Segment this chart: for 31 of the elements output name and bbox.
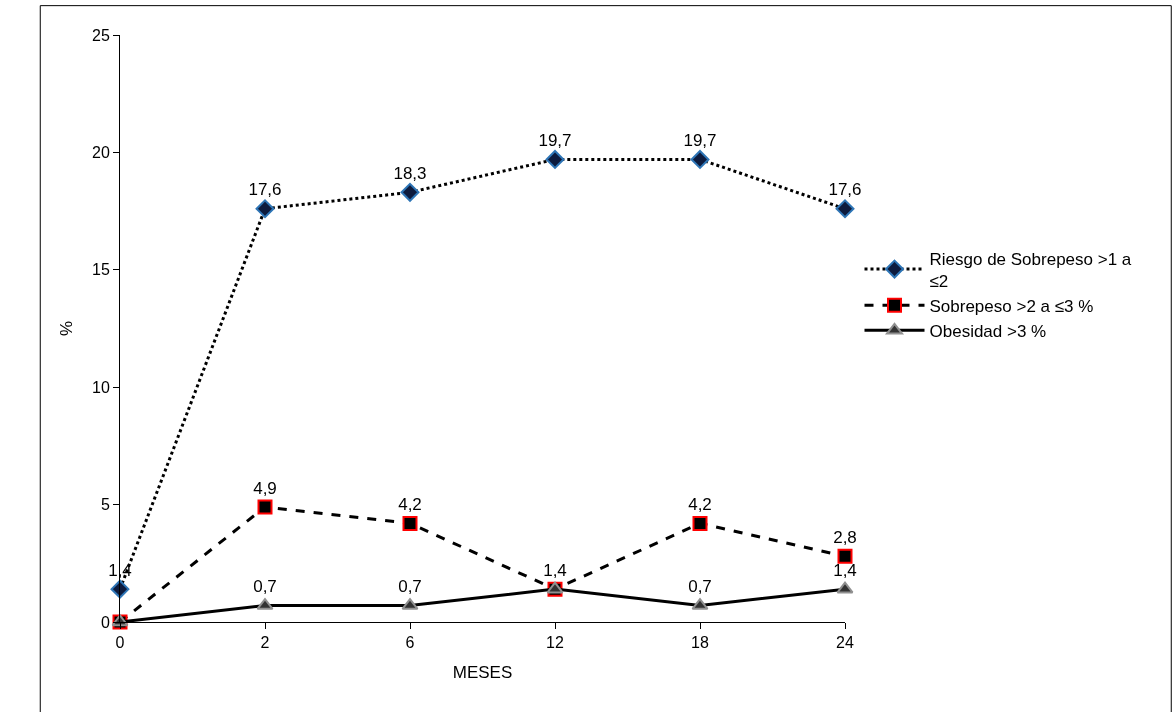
- y-tick-label: 25: [92, 26, 110, 44]
- data-label: 19,7: [538, 131, 572, 151]
- x-tick-label: 24: [836, 634, 854, 652]
- legend-label: Riesgo de Sobrepeso >1 a ≤2: [929, 249, 1132, 291]
- y-tick-label: 20: [92, 144, 110, 161]
- y-tick-label: 5: [100, 496, 110, 514]
- y-tick-label: 15: [92, 261, 110, 279]
- data-label: 1,4: [543, 560, 567, 580]
- data-label: 2,8: [833, 527, 857, 547]
- data-label: 19,7: [683, 131, 717, 151]
- y-axis-title: %: [56, 320, 76, 337]
- x-tick-label: 2: [260, 634, 270, 652]
- x-tick-label: 18: [691, 634, 709, 652]
- y-tick-label: 0: [100, 613, 110, 631]
- data-label: 1,4: [833, 560, 857, 580]
- x-tick-label: 0: [115, 634, 125, 652]
- data-label: 17,6: [248, 180, 282, 200]
- data-label: 18,3: [393, 163, 427, 183]
- data-label: 0,7: [688, 577, 712, 597]
- data-label: 4,2: [398, 495, 422, 515]
- legend-label: Obesidad >3 %: [929, 321, 1047, 341]
- x-tick-label: 12: [546, 634, 564, 652]
- data-label: 0,7: [398, 577, 422, 597]
- data-label: 4,9: [253, 478, 277, 498]
- legend-label: Sobrepeso >2 a ≤3 %: [929, 296, 1094, 316]
- data-label: 4,2: [688, 495, 712, 515]
- data-label: 17,6: [828, 180, 862, 200]
- data-label: 0,7: [253, 577, 277, 597]
- y-tick-label: 10: [92, 378, 110, 396]
- x-axis-title: MESES: [452, 662, 513, 682]
- x-tick-label: 6: [405, 634, 415, 652]
